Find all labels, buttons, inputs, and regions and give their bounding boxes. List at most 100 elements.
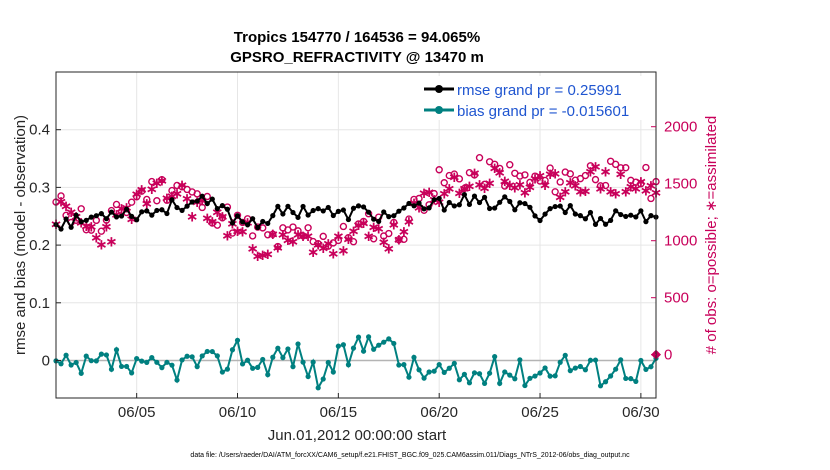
rmse-series-point bbox=[280, 211, 286, 217]
obs-possible-marker bbox=[112, 200, 121, 209]
series-layer: ∗∗∗∗∗∗∗∗∗∗∗∗∗∗∗∗∗∗∗∗∗∗∗∗∗∗∗∗∗∗∗∗∗∗∗∗∗∗∗∗… bbox=[50, 154, 662, 391]
obs-assimilated-marker: ∗ bbox=[267, 226, 280, 243]
rmse-series-point bbox=[527, 204, 533, 210]
rmse-series-point bbox=[497, 199, 503, 205]
bias-series-point bbox=[255, 364, 261, 370]
obs-assimilated-marker: ∗ bbox=[574, 184, 587, 201]
bias-series-point bbox=[275, 345, 281, 351]
rmse-series-point bbox=[436, 195, 442, 202]
rmse-series-point bbox=[381, 209, 387, 215]
obs-assimilated-marker: ∗ bbox=[246, 240, 259, 257]
bias-series-point bbox=[577, 363, 583, 370]
rmse-series-point bbox=[209, 196, 215, 202]
rmse-series-point bbox=[88, 214, 94, 220]
rmse-series-point bbox=[199, 193, 205, 199]
obs-assimilated-marker: ∗ bbox=[272, 239, 285, 256]
rmse-series-point bbox=[471, 193, 478, 199]
chart-title-line2: GPSRO_REFRACTIVITY @ 13470 m bbox=[230, 49, 484, 66]
obs-assimilated-marker: ∗ bbox=[498, 173, 511, 190]
obs-assimilated-marker: ∗ bbox=[377, 234, 390, 251]
obs-assimilated-marker: ∗ bbox=[423, 184, 436, 201]
bias-series-point bbox=[396, 362, 402, 368]
y-tick-label-left: 0.1 bbox=[29, 295, 50, 312]
bias-series-point bbox=[537, 370, 543, 376]
obs-assimilated-marker: ∗ bbox=[473, 176, 486, 193]
rmse-series-point bbox=[512, 207, 518, 213]
rmse-series-point bbox=[623, 213, 629, 220]
bias-series-point bbox=[446, 365, 452, 371]
obs-assimilated-marker: ∗ bbox=[261, 246, 274, 263]
obs-assimilated-marker: ∗ bbox=[146, 181, 159, 198]
rmse-series-point bbox=[431, 197, 437, 203]
obs-possible-marker bbox=[127, 198, 136, 206]
chart-title-line1: Tropics 154770 / 164536 = 94.065% bbox=[234, 29, 480, 46]
obs-assimilated-marker: ∗ bbox=[90, 230, 103, 247]
obs-assimilated-marker: ∗ bbox=[55, 194, 68, 211]
bias-series-point bbox=[522, 382, 528, 389]
obs-assimilated-marker: ∗ bbox=[625, 179, 638, 196]
obs-assimilated-marker: ∗ bbox=[211, 204, 224, 221]
bias-series-point bbox=[134, 355, 140, 362]
rmse-series-point bbox=[244, 222, 251, 228]
obs-assimilated-marker: ∗ bbox=[151, 175, 164, 192]
obs-assimilated-marker: ∗ bbox=[604, 183, 617, 200]
rmse-series-point bbox=[265, 220, 271, 227]
bias-series-point bbox=[285, 346, 291, 352]
y-tick-label-right: 500 bbox=[664, 290, 689, 307]
obs-assimilated-marker: ∗ bbox=[282, 232, 295, 249]
bias-series-point bbox=[214, 353, 220, 359]
rmse-series-point bbox=[532, 213, 538, 219]
legend-box bbox=[420, 76, 652, 120]
obs-possible-marker bbox=[642, 163, 650, 172]
x-tick-label: 06/10 bbox=[219, 404, 257, 421]
bias-series-point bbox=[618, 357, 624, 363]
obs-possible-marker bbox=[304, 224, 312, 232]
rmse-series-point bbox=[154, 207, 160, 214]
rmse-series-point bbox=[305, 212, 311, 218]
rmse-series-point bbox=[537, 217, 543, 224]
bias-series-point bbox=[386, 336, 392, 342]
obs-assimilated-marker: ∗ bbox=[362, 228, 375, 245]
rmse-series-point bbox=[229, 220, 236, 226]
obs-assimilated-marker: ∗ bbox=[256, 247, 269, 264]
rmse-series-point bbox=[103, 216, 110, 222]
bias-series-point bbox=[456, 377, 462, 383]
bias-series-point bbox=[204, 348, 210, 355]
obs-assimilated-marker: ∗ bbox=[493, 164, 506, 181]
bias-series-point bbox=[426, 369, 432, 375]
bias-series-point bbox=[532, 373, 538, 379]
rmse-series-point bbox=[68, 224, 74, 230]
rmse-series-point bbox=[426, 205, 432, 211]
obs-assimilated-marker: ∗ bbox=[529, 170, 542, 187]
bias-series-point bbox=[250, 365, 256, 371]
rmse-series-point bbox=[618, 211, 624, 218]
obs-possible-marker bbox=[596, 182, 605, 190]
rmse-series-point bbox=[648, 213, 654, 219]
obs-assimilated-marker: ∗ bbox=[130, 186, 143, 203]
bias-series-point bbox=[144, 359, 150, 365]
bias-series-point bbox=[330, 369, 336, 375]
obs-assimilated-marker: ∗ bbox=[609, 185, 622, 202]
bias-series-point bbox=[406, 374, 412, 380]
x-tick-label: 06/15 bbox=[320, 404, 358, 421]
bias-series-point bbox=[552, 373, 558, 379]
obs-possible-marker bbox=[576, 174, 585, 183]
bias-series-point bbox=[63, 352, 69, 358]
rmse-series-point bbox=[174, 204, 180, 211]
x-tick-label: 06/20 bbox=[420, 404, 458, 421]
legend-bias-label: bias grand pr = -0.015601 bbox=[457, 103, 629, 120]
y-tick-label-left: 0.2 bbox=[29, 237, 50, 254]
bias-series-point bbox=[502, 369, 508, 375]
obs-possible-marker bbox=[591, 175, 600, 184]
obs-assimilated-marker: ∗ bbox=[393, 232, 406, 249]
rmse-series-point bbox=[340, 207, 346, 213]
x-axis-label: Jun.01,2012 00:00:00 start bbox=[268, 427, 447, 444]
bias-series-point bbox=[497, 380, 503, 387]
obs-assimilated-marker: ∗ bbox=[382, 241, 395, 258]
rmse-series-point bbox=[73, 212, 79, 218]
y-tick-label-left: 0.3 bbox=[29, 179, 50, 196]
bias-series-point bbox=[118, 363, 125, 370]
bias-series-point bbox=[320, 376, 326, 382]
obs-possible-marker bbox=[369, 235, 378, 243]
bias-series-point bbox=[184, 353, 190, 359]
